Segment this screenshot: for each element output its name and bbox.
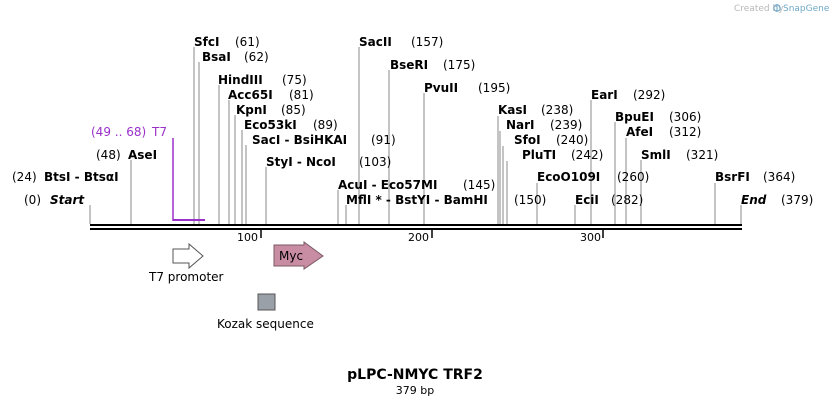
- site-bsai-pos: (62): [244, 50, 269, 64]
- feature-kozak: Kozak sequence: [217, 293, 314, 331]
- site-sacii-name: SacII: [359, 35, 392, 49]
- t7-primer-range: (49 .. 68): [91, 125, 146, 139]
- site-bsrfi-name: BsrFI: [715, 170, 750, 184]
- site-sfoi-name: SfoI: [514, 133, 541, 147]
- site-bpuei-name: BpuEI: [615, 110, 654, 124]
- site-acc65i-pos: (81): [289, 88, 314, 102]
- site-nari-pos: (239): [550, 118, 582, 132]
- site-kasi-name: KasI: [498, 103, 527, 117]
- site-acc65i-name: Acc65I: [228, 88, 273, 102]
- site-mfli-name: MflI * - BstYI - BamHI: [346, 193, 488, 207]
- site-asei-name: AseI: [128, 148, 157, 162]
- site-nari-name: NarI: [506, 118, 535, 132]
- site-afei-pos: (312): [669, 125, 701, 139]
- site-smli-pos: (321): [686, 148, 718, 162]
- site-mfli-pos: (150): [514, 193, 546, 207]
- site-eari-pos: (292): [633, 88, 665, 102]
- start-pos: (0): [24, 193, 41, 207]
- site-pvuii-name: PvuII: [424, 81, 458, 95]
- site-eco53ki-name: Eco53kI: [244, 118, 297, 132]
- site-pluti-pos: (242): [571, 148, 603, 162]
- site-eari-name: EarI: [591, 88, 618, 102]
- t7-promoter-label: T7 promoter: [148, 270, 224, 284]
- t7-primer: (49 .. 68) T7: [91, 125, 205, 221]
- feature-myc: Myc: [273, 241, 324, 270]
- site-pvuii-pos: (195): [478, 81, 510, 95]
- kozak-label: Kozak sequence: [217, 317, 314, 331]
- kozak-box-icon: [257, 293, 276, 311]
- site-saci-name: SacI - BsiHKAI: [252, 133, 347, 147]
- t7-primer-name: T7: [151, 125, 167, 139]
- site-acui-pos: (145): [463, 178, 495, 192]
- site-saci-pos: (91): [371, 133, 396, 147]
- credit-text: Created by: [734, 4, 784, 14]
- site-hindiii-name: HindIII: [218, 73, 263, 87]
- site-btsi-pos: (24): [12, 170, 37, 184]
- site-sacii-pos: (157): [411, 35, 443, 49]
- site-styi-pos: (103): [359, 155, 391, 169]
- sequence-backbone: [90, 224, 742, 230]
- site-btsi-name: BtsI - BtsαI: [44, 170, 119, 184]
- plasmid-size: 379 bp: [396, 384, 434, 397]
- myc-arrow-icon: [273, 241, 324, 270]
- site-leader-lines: [89, 47, 742, 224]
- site-ecii-pos: (282): [611, 193, 643, 207]
- ruler-label-300: 300: [580, 231, 601, 244]
- site-hindiii-pos: (75): [282, 73, 307, 87]
- snapgene-credit: Created by SnapGene: [734, 4, 830, 14]
- snapgene-logo-icon: [773, 4, 781, 12]
- site-sfci-pos: (61): [235, 35, 260, 49]
- map-title: pLPC-NMYC TRF2 379 bp: [347, 367, 483, 397]
- site-sfoi-pos: (240): [556, 133, 588, 147]
- ruler-label-200: 200: [408, 231, 429, 244]
- site-kpni-name: KpnI: [236, 103, 267, 117]
- site-acui-name: AcuI - Eco57MI: [338, 178, 437, 192]
- plasmid-name: pLPC-NMYC TRF2: [347, 367, 483, 383]
- site-pluti-name: PluTI: [522, 148, 556, 162]
- end-pos: (379): [781, 193, 813, 207]
- site-kpni-pos: (85): [281, 103, 306, 117]
- site-styi-name: StyI - NcoI: [266, 155, 336, 169]
- site-smli-name: SmlI: [641, 148, 671, 162]
- site-bpuei-pos: (306): [669, 110, 701, 124]
- t7-promoter-arrow-icon: [172, 242, 204, 270]
- start-label: Start: [50, 193, 85, 207]
- site-ecii-name: EciI: [575, 193, 599, 207]
- site-ecoo109i-name: EcoO109I: [537, 170, 600, 184]
- site-bseri-name: BseRI: [390, 58, 428, 72]
- ruler: 100 200 300: [237, 229, 604, 244]
- site-sfci-name: SfcI: [194, 35, 219, 49]
- site-afei-name: AfeI: [626, 125, 653, 139]
- feature-t7-promoter: T7 promoter: [148, 242, 224, 284]
- site-bsai-name: BsaI: [202, 50, 231, 64]
- site-bseri-pos: (175): [443, 58, 475, 72]
- site-asei-pos: (48): [96, 148, 121, 162]
- site-kasi-pos: (238): [541, 103, 573, 117]
- site-labels: SfcI (61) BsaI (62) HindIII (75) Acc65I …: [12, 35, 813, 207]
- site-ecoo109i-pos: (260): [617, 170, 649, 184]
- site-bsrfi-pos: (364): [763, 170, 795, 184]
- myc-label: Myc: [279, 249, 303, 263]
- site-eco53ki-pos: (89): [313, 118, 338, 132]
- ruler-label-100: 100: [237, 231, 258, 244]
- end-label: End: [741, 193, 767, 207]
- credit-brand: SnapGene: [783, 4, 830, 14]
